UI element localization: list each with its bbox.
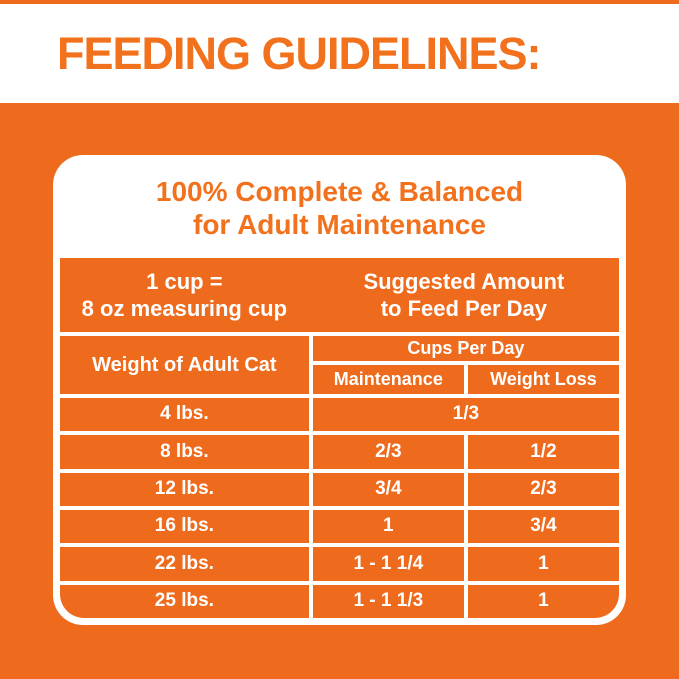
header-band: FEEDING GUIDELINES: bbox=[0, 4, 679, 103]
cup-info-row: 1 cup = 8 oz measuring cup Suggested Amo… bbox=[60, 258, 619, 332]
weight-cell: 25 lbs. bbox=[60, 584, 309, 618]
weight-cell: 22 lbs. bbox=[60, 547, 309, 581]
weight-cell: 12 lbs. bbox=[60, 472, 309, 506]
cups-header-group: Cups Per Day Maintenance Weight Loss bbox=[312, 336, 619, 394]
cup-info-line2: 8 oz measuring cup bbox=[81, 296, 288, 321]
maintenance-cell: 1 - 1 1/3 bbox=[312, 584, 464, 618]
weight-loss-cell: 1/2 bbox=[467, 435, 619, 469]
card-heading-line1: 100% Complete & Balanced bbox=[155, 176, 524, 207]
weight-loss-cell: 3/4 bbox=[467, 509, 619, 544]
page-title: FEEDING GUIDELINES: bbox=[57, 27, 542, 79]
weight-loss-cell: 1 bbox=[467, 584, 619, 618]
card-heading-line2: for Adult Maintenance bbox=[193, 209, 486, 240]
table-row: 4 lbs. 1/3 bbox=[60, 398, 619, 432]
weight-cell: 16 lbs. bbox=[60, 509, 309, 544]
maintenance-cell: 1 - 1 1/4 bbox=[312, 547, 464, 581]
weight-column-header: Weight of Adult Cat bbox=[60, 336, 309, 394]
amount-cells: 3/4 2/3 bbox=[312, 472, 619, 506]
suggested-line1: Suggested Amount bbox=[363, 269, 565, 294]
maintenance-cell: 3/4 bbox=[312, 472, 464, 506]
weight-cell: 4 lbs. bbox=[60, 398, 309, 432]
card-heading: 100% Complete & Balanced for Adult Maint… bbox=[60, 162, 619, 254]
amount-cells: 1 - 1 1/3 1 bbox=[312, 584, 619, 618]
amount-cells: 1/3 bbox=[312, 398, 619, 432]
cup-info-line1: 1 cup = bbox=[146, 269, 223, 294]
table-row: 22 lbs. 1 - 1 1/4 1 bbox=[60, 547, 619, 581]
weight-loss-cell: 1 bbox=[467, 547, 619, 581]
maintenance-cell: 2/3 bbox=[312, 435, 464, 469]
table-header-row: Weight of Adult Cat Cups Per Day Mainten… bbox=[60, 336, 619, 394]
maintenance-cell: 1 bbox=[312, 509, 464, 544]
suggested-amount-cell: Suggested Amount to Feed Per Day bbox=[309, 258, 619, 332]
weight-loss-column-header: Weight Loss bbox=[467, 365, 619, 394]
cups-subcolumns: Maintenance Weight Loss bbox=[312, 365, 619, 394]
table-row: 16 lbs. 1 3/4 bbox=[60, 509, 619, 544]
cup-equivalence-cell: 1 cup = 8 oz measuring cup bbox=[60, 258, 309, 332]
weight-loss-cell: 2/3 bbox=[467, 472, 619, 506]
cups-per-day-header: Cups Per Day bbox=[312, 336, 619, 361]
weight-cell: 8 lbs. bbox=[60, 435, 309, 469]
feeding-guidelines-card: 100% Complete & Balanced for Adult Maint… bbox=[53, 155, 626, 625]
amount-span-cell: 1/3 bbox=[312, 398, 619, 432]
maintenance-column-header: Maintenance bbox=[312, 365, 464, 394]
amount-cells: 1 3/4 bbox=[312, 509, 619, 544]
table-row: 12 lbs. 3/4 2/3 bbox=[60, 472, 619, 506]
suggested-line2: to Feed Per Day bbox=[380, 296, 548, 321]
amount-cells: 1 - 1 1/4 1 bbox=[312, 547, 619, 581]
top-orange-strip bbox=[0, 0, 679, 4]
table-row: 25 lbs. 1 - 1 1/3 1 bbox=[60, 584, 619, 618]
table-row: 8 lbs. 2/3 1/2 bbox=[60, 435, 619, 469]
amount-cells: 2/3 1/2 bbox=[312, 435, 619, 469]
